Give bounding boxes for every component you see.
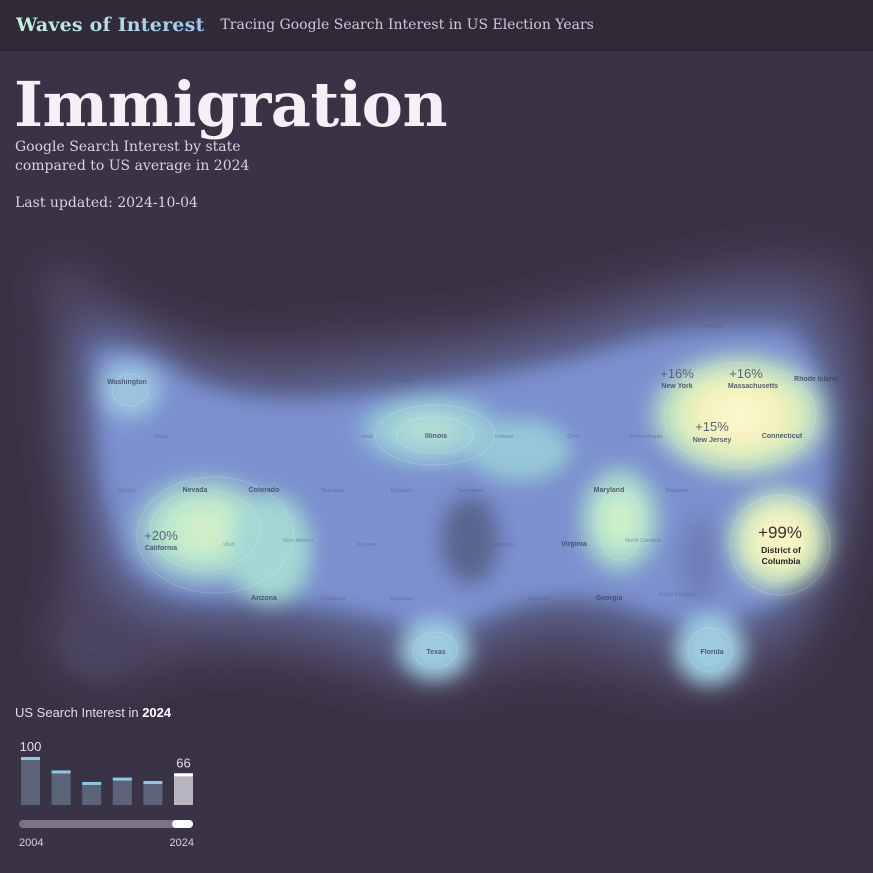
slider-start-year: 2004 — [19, 837, 43, 849]
bar-cap-2012 — [82, 781, 102, 785]
annotation-new-york: +16% — [660, 366, 694, 381]
state-label-kentucky: Kentucky — [493, 542, 516, 548]
slider-end-year: 2024 — [170, 837, 194, 849]
state-label-massachusetts: Massachusetts — [728, 383, 778, 390]
bar-cap-2004 — [21, 757, 40, 760]
bar-2024[interactable] — [174, 773, 193, 805]
state-label-vermont: Vermont — [702, 324, 723, 330]
state-label-connecticut: Connecticut — [762, 433, 803, 440]
state-label-south-carolina: South Carolina — [659, 592, 696, 598]
interest-heatmap: Washington Oregon Nevada Colorado Califo… — [40, 253, 870, 699]
state-label-colorado: Colorado — [249, 487, 280, 494]
contour-lines — [111, 362, 831, 673]
state-label-idaho: Idaho — [154, 434, 168, 440]
bar-2020[interactable] — [143, 781, 163, 805]
year-slider[interactable]: 2004 2024 — [0, 812, 220, 857]
state-label-dc-line1: District of — [761, 545, 801, 555]
state-labels: Washington Oregon Nevada Colorado Califo… — [84, 324, 838, 656]
us-interest-title-prefix: US Search Interest in — [15, 705, 139, 720]
slider-track[interactable] — [19, 820, 193, 828]
state-label-oregon: Oregon — [118, 488, 136, 494]
state-label-california: California — [145, 545, 177, 552]
annotation-massachusetts: +16% — [729, 366, 763, 381]
bar-2008[interactable] — [51, 770, 71, 805]
tagline: Tracing Google Search Interest in US Ele… — [220, 17, 594, 33]
state-label-florida: Florida — [700, 649, 723, 656]
state-label-maryland: Maryland — [594, 487, 625, 494]
header-bar: Waves of Interest Tracing Google Search … — [0, 0, 873, 51]
state-label-arizona: Arizona — [251, 595, 277, 602]
annotation-dc: +99% — [758, 523, 802, 542]
bar-cap-2016 — [112, 777, 132, 781]
state-label-texas: Texas — [426, 649, 445, 656]
state-label-new-york: New York — [661, 383, 692, 390]
state-label-tennessee: Tennessee — [457, 488, 484, 494]
bar-cap-2024 — [174, 773, 193, 777]
annotation-new-jersey: +15% — [695, 419, 729, 434]
slider-handle[interactable] — [172, 820, 193, 828]
state-label-utah: Utah — [223, 542, 235, 548]
state-label-dc-line2: Columbia — [762, 556, 801, 566]
state-label-iowa: Iowa — [361, 434, 374, 440]
state-label-minnesota: Minnesota — [320, 379, 346, 385]
state-label-north-carolina: North Carolina — [625, 538, 661, 544]
state-label-georgia: Georgia — [596, 595, 623, 602]
state-label-virginia: Virginia — [561, 541, 587, 548]
brand-logo[interactable]: Waves of Interest — [16, 14, 205, 36]
bar-value-label-2024: 66 — [176, 755, 190, 770]
us-interest-title-year: 2024 — [142, 705, 172, 720]
heatmap-body — [70, 327, 835, 685]
bar-cap-2008 — [51, 770, 71, 774]
state-label-delaware: Delaware — [665, 488, 688, 494]
state-label-nebraska: Nebraska — [321, 488, 345, 494]
state-label-washington: Washington — [107, 379, 147, 386]
state-label-nevada: Nevada — [183, 487, 208, 494]
state-label-hawaii: Hawaii — [84, 648, 101, 654]
bar-2004[interactable] — [21, 757, 40, 805]
state-label-oklahoma: Oklahoma — [320, 596, 346, 602]
annotation-california: +20% — [144, 528, 178, 543]
map-subtitle: Google Search Interest by state compared… — [15, 139, 250, 174]
state-label-new-jersey: New Jersey — [693, 437, 732, 444]
bar-cap-2020 — [143, 781, 163, 784]
interest-annotations: +20% +16% +16% +15% +99% District of Col… — [144, 366, 802, 566]
topic-title: Immigration — [14, 68, 448, 141]
state-label-illinois: Illinois — [425, 433, 447, 440]
last-updated: Last updated: 2024-10-04 — [15, 195, 198, 211]
state-label-missouri: Missouri — [391, 488, 411, 494]
state-label-indiana: Indiana — [495, 434, 514, 440]
state-label-alabama: Alabama — [528, 596, 551, 602]
bar-2016[interactable] — [112, 777, 132, 805]
state-label-new-mexico: New Mexico — [283, 538, 313, 544]
state-label-kansas: Kansas — [358, 542, 377, 548]
state-label-pennsylvania: Pennsylvania — [630, 434, 664, 440]
us-interest-title: US Search Interest in 2024 — [15, 705, 171, 720]
state-label-ohio: Ohio — [567, 434, 579, 440]
state-label-wisconsin: Wisconsin — [388, 378, 413, 384]
us-interest-bar-chart: 100 66 — [20, 739, 193, 805]
state-label-rhode-island: Rhode Island — [794, 376, 838, 383]
state-label-arkansas: Arkansas — [390, 596, 413, 602]
bar-value-label-2004: 100 — [20, 739, 42, 754]
bar-2012[interactable] — [82, 781, 102, 805]
